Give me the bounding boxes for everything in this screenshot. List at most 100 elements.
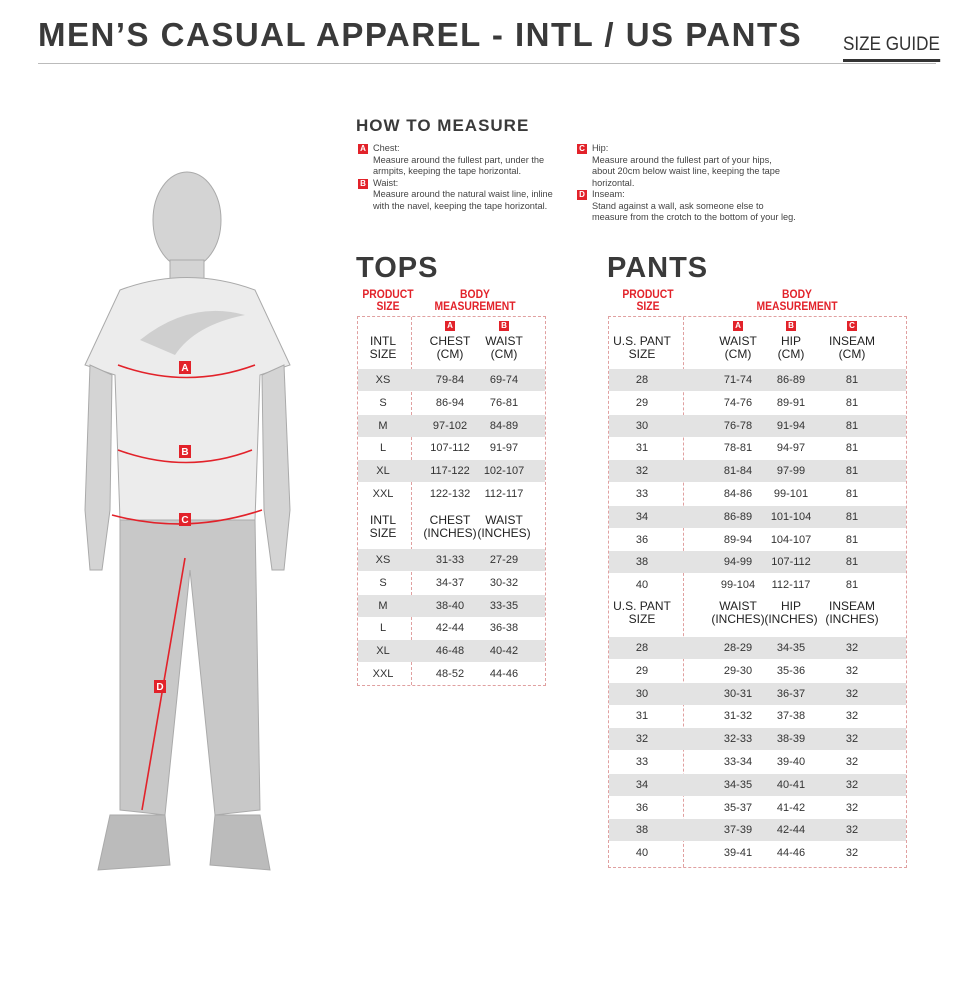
table-cell: 32 bbox=[845, 733, 859, 746]
marker-b: B bbox=[181, 447, 188, 458]
table-cell: 81 bbox=[845, 419, 859, 432]
table-cell: S bbox=[379, 396, 387, 409]
table-cell: 94-99 bbox=[723, 556, 753, 569]
tops-product-size: PRODUCT SIZE bbox=[362, 289, 414, 313]
table-cell: 27-29 bbox=[489, 554, 519, 566]
table-row: 38 37-39 42-44 32 bbox=[609, 819, 906, 842]
table-cell: 89-94 bbox=[723, 533, 753, 546]
table-row: L 107-112 91-97 bbox=[358, 437, 545, 459]
table-cell: 28-29 bbox=[723, 642, 753, 654]
column-header: HIP (INCHES) bbox=[764, 599, 818, 626]
table-cell: 34-35 bbox=[776, 642, 806, 654]
table-cell: 29 bbox=[635, 664, 649, 677]
table-cell: XS bbox=[375, 374, 391, 386]
table-cell: 29-30 bbox=[723, 664, 753, 677]
table-cell: 36-38 bbox=[489, 622, 519, 635]
table-cell: 32 bbox=[845, 756, 859, 768]
measure-chest: A Chest: Measure around the fullest part, … bbox=[357, 143, 557, 178]
table-row: 40 39-41 44-46 32 bbox=[609, 842, 906, 864]
table-cell: L bbox=[379, 442, 387, 455]
table-cell: 81 bbox=[845, 396, 859, 409]
table-row: XL 117-122 102-107 bbox=[358, 460, 545, 483]
table-cell: XXL bbox=[372, 668, 394, 680]
table-cell: 38 bbox=[635, 556, 649, 569]
table-cell: 32 bbox=[845, 642, 859, 654]
measure-column-right: C Hip: Measure around the fullest part of … bbox=[576, 143, 796, 224]
model-figure: A B C D bbox=[84, 171, 291, 871]
table-cell: 81 bbox=[845, 579, 859, 592]
table-cell: 32-33 bbox=[723, 733, 753, 746]
page-title: MEN’S CASUAL APPAREL - INTL / US PANTS bbox=[38, 16, 803, 53]
table-row: M 38-40 33-35 bbox=[358, 594, 545, 617]
table-cell: 81 bbox=[845, 374, 859, 386]
table-row: 31 31-32 37-38 32 bbox=[609, 705, 906, 727]
table-row: M 97-102 84-89 bbox=[358, 414, 545, 437]
table-cell: 81 bbox=[845, 488, 859, 500]
how-to-measure-title: HOW TO MEASURE bbox=[356, 116, 530, 135]
table-row: 34 34-35 40-41 32 bbox=[609, 773, 906, 796]
table-cell: 81 bbox=[845, 533, 859, 546]
measure-badge: B bbox=[499, 321, 509, 331]
table-cell: 84-86 bbox=[723, 488, 753, 500]
measure-badge: A bbox=[445, 321, 455, 331]
size-guide-label: SIZE GUIDE bbox=[843, 34, 940, 62]
table-cell: 46-48 bbox=[435, 645, 465, 658]
column-header: HIP (CM) bbox=[777, 334, 805, 361]
table-cell: 31 bbox=[635, 710, 649, 723]
table-cell: XL bbox=[376, 465, 390, 478]
column-divider bbox=[411, 317, 412, 685]
table-cell: 39-40 bbox=[776, 756, 806, 768]
table-cell: 48-52 bbox=[435, 668, 465, 680]
table-cell: 35-37 bbox=[723, 801, 753, 814]
tops-table: A B INTL SIZE CHEST (CM) WAIST (CM) XS 79-84 69-74… bbox=[357, 316, 546, 686]
table-cell: 91-97 bbox=[489, 442, 519, 455]
table-cell: 102-107 bbox=[483, 465, 525, 478]
table-cell: 97-99 bbox=[776, 465, 806, 478]
table-cell: 38-39 bbox=[776, 733, 806, 746]
table-cell: 117-122 bbox=[430, 465, 470, 478]
measure-waist: B Waist: Measure around the natural waist … bbox=[357, 178, 557, 213]
table-cell: 30-32 bbox=[489, 576, 519, 589]
table-cell: 74-76 bbox=[723, 396, 753, 409]
table-row: 33 84-86 99-101 81 bbox=[609, 483, 906, 505]
pants-product-size: PRODUCT SIZE bbox=[622, 289, 674, 313]
table-cell: 81 bbox=[845, 442, 859, 455]
table-cell: 35-36 bbox=[776, 664, 806, 677]
table-cell: 104-107 bbox=[770, 533, 812, 546]
table-cell: 34 bbox=[635, 778, 649, 791]
table-cell: S bbox=[379, 576, 387, 589]
table-cell: 31 bbox=[635, 442, 649, 455]
tops-title: TOPS bbox=[356, 252, 439, 284]
marker-a: A bbox=[181, 363, 188, 374]
table-cell: 112-117 bbox=[484, 488, 524, 500]
column-header: INSEAM (CM) bbox=[828, 334, 876, 361]
measure-badge: A bbox=[733, 321, 743, 331]
table-row: 28 71-74 86-89 81 bbox=[609, 369, 906, 391]
measure-badge: B bbox=[786, 321, 796, 331]
table-cell: 31-32 bbox=[723, 710, 753, 723]
table-row: 36 89-94 104-107 81 bbox=[609, 529, 906, 551]
table-cell: XS bbox=[375, 554, 391, 566]
table-cell: 39-41 bbox=[723, 847, 753, 860]
table-cell: 91-94 bbox=[776, 419, 806, 432]
measure-inseam: D Inseam: Stand against a wall, ask someon… bbox=[576, 189, 796, 224]
table-cell: 32 bbox=[845, 824, 859, 837]
table-cell: 76-78 bbox=[723, 419, 753, 432]
table-cell: 79-84 bbox=[435, 374, 465, 386]
table-cell: 33 bbox=[635, 488, 649, 500]
table-row: 30 30-31 36-37 32 bbox=[609, 682, 906, 705]
logo-mark bbox=[140, 310, 245, 355]
table-row: S 86-94 76-81 bbox=[358, 392, 545, 414]
table-cell: 86-89 bbox=[776, 374, 806, 386]
table-cell: 32 bbox=[845, 687, 859, 700]
table-cell: 86-89 bbox=[723, 510, 753, 523]
table-cell: 40-42 bbox=[489, 645, 519, 658]
table-cell: 32 bbox=[635, 465, 649, 478]
table-row: 40 99-104 112-117 81 bbox=[609, 574, 906, 596]
table-row: L 42-44 36-38 bbox=[358, 617, 545, 639]
tops-body-measurement: BODY MEASUREMENT bbox=[434, 289, 516, 313]
table-row: 38 94-99 107-112 81 bbox=[609, 551, 906, 574]
table-cell: 36-37 bbox=[776, 687, 806, 700]
table-cell: 41-42 bbox=[776, 801, 806, 814]
marker-c: C bbox=[181, 515, 188, 526]
